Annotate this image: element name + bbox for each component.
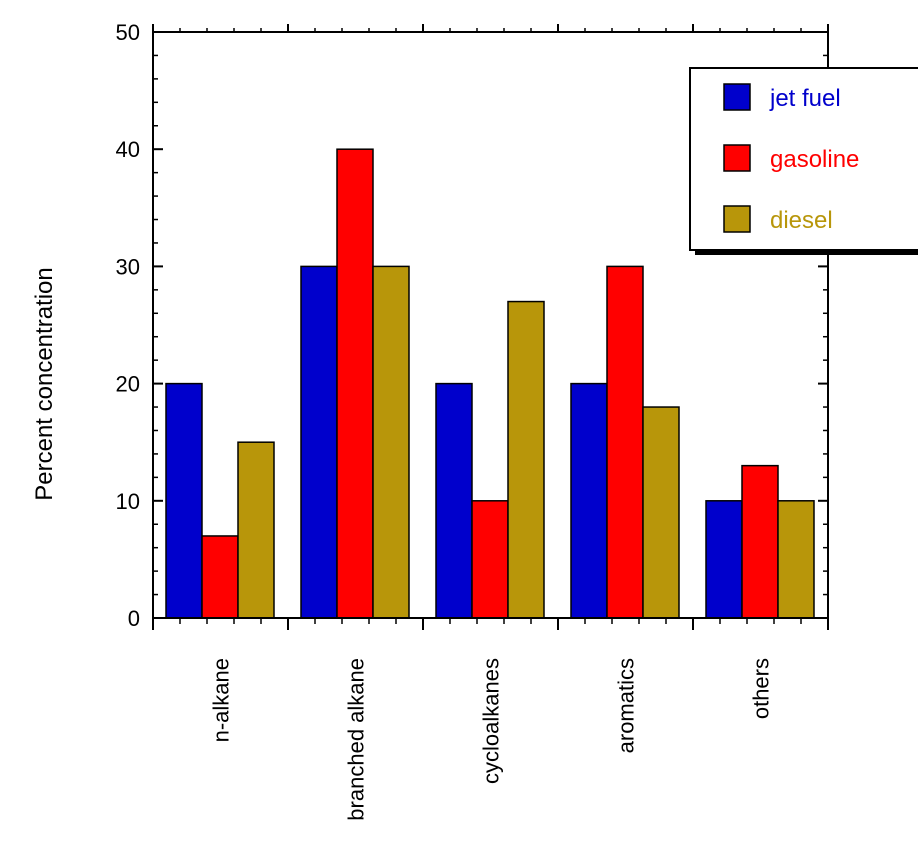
bar-jet-fuel-aromatics xyxy=(570,382,608,619)
legend-swatch xyxy=(723,144,751,172)
y-tick-label: 30 xyxy=(116,254,140,279)
plot-area xyxy=(165,148,815,619)
x-category-label: branched alkane xyxy=(344,658,369,821)
bar-gasoline-aromatics xyxy=(606,265,644,619)
bar-diesel-cycloalkanes xyxy=(507,300,545,619)
bar-gasoline-cycloalkanes xyxy=(471,500,509,619)
legend-label: gasoline xyxy=(770,146,859,173)
bar-jet-fuel-cycloalkanes xyxy=(435,382,473,619)
x-category-label: n-alkane xyxy=(209,658,234,742)
legend: jet fuel gasoline diesel xyxy=(689,67,918,255)
bar-diesel-n-alkane xyxy=(237,441,275,619)
y-tick-label: 10 xyxy=(116,489,140,514)
bar-jet-fuel-branched-alkane xyxy=(300,265,338,619)
bar-diesel-others xyxy=(777,500,815,619)
y-tick-label: 0 xyxy=(128,606,140,631)
y-tick-label: 40 xyxy=(116,137,140,162)
bar-gasoline-others xyxy=(741,464,779,619)
bar-gasoline-branched-alkane xyxy=(336,148,374,619)
y-axis-title: Percent concentration xyxy=(31,267,58,500)
bar-gasoline-n-alkane xyxy=(201,535,239,619)
bar-jet-fuel-others xyxy=(705,500,743,619)
y-tick-label: 50 xyxy=(116,20,140,45)
x-category-label: cycloalkanes xyxy=(479,658,504,784)
labels: 0 10 20 30 40 50 n-alkane branched alkane cycloa… xyxy=(116,20,774,821)
bar-diesel-aromatics xyxy=(642,406,680,619)
bar-jet-fuel-n-alkane xyxy=(165,382,203,619)
axes xyxy=(152,24,829,630)
plot-frame xyxy=(152,31,829,619)
x-category-label: others xyxy=(749,658,774,719)
legend-swatch xyxy=(723,205,751,233)
legend-swatch xyxy=(723,83,751,111)
legend-label: jet fuel xyxy=(769,85,841,112)
x-category-label: aromatics xyxy=(614,658,639,753)
y-tick-label: 20 xyxy=(116,372,140,397)
legend-label: diesel xyxy=(770,207,833,234)
bar-diesel-branched-alkane xyxy=(372,265,410,619)
